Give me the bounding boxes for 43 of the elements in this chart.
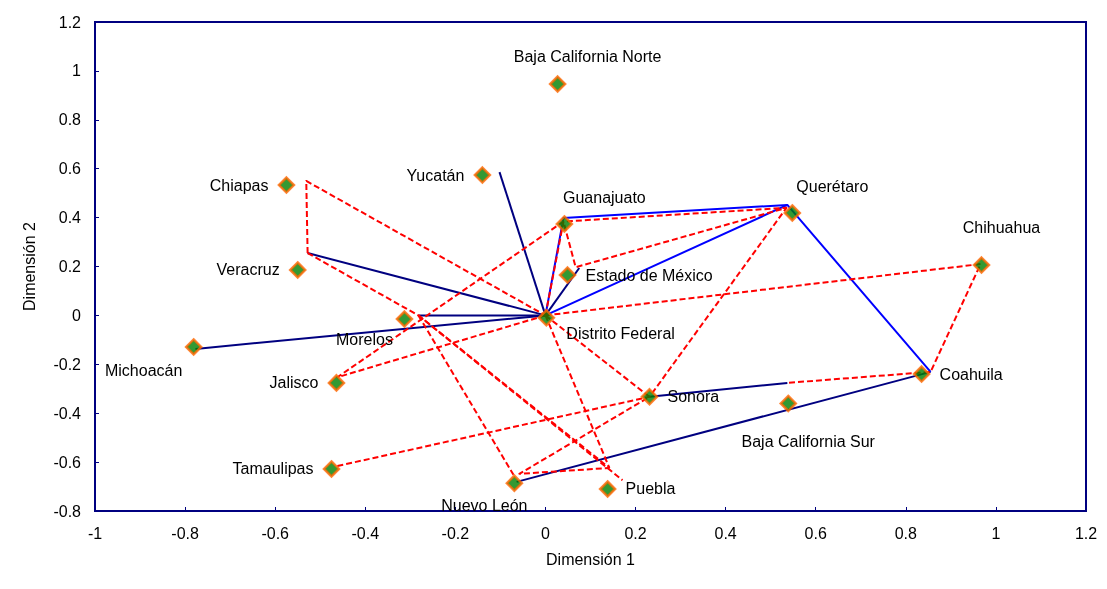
annotation: Distrito Federal bbox=[566, 325, 675, 343]
y-tick-label: 0 bbox=[72, 306, 82, 324]
y-tick-label: 1.2 bbox=[58, 13, 82, 31]
y-tick-label: -0.6 bbox=[53, 453, 82, 471]
x-tick-label: 0.6 bbox=[804, 524, 827, 542]
annotation: Michoacán bbox=[104, 362, 183, 380]
annotation: Baja California Norte bbox=[513, 47, 662, 65]
x-axis-title: Dimensión 1 bbox=[546, 550, 636, 568]
y-tick-label: -0.8 bbox=[53, 502, 82, 520]
y-tick-label: 0.4 bbox=[58, 209, 82, 227]
y-tick-label: -0.4 bbox=[53, 404, 82, 422]
annotation: Coahuila bbox=[939, 365, 1003, 383]
x-tick-label: -1 bbox=[87, 524, 103, 542]
annotation: Guanajuato bbox=[563, 189, 646, 207]
annotation: Chiapas bbox=[209, 176, 269, 194]
x-tick-label: 0.8 bbox=[894, 524, 918, 542]
y-tick-label: 1 bbox=[72, 62, 82, 80]
x-tick-label: 1 bbox=[991, 524, 1001, 542]
x-tick-label: -0.8 bbox=[171, 524, 199, 542]
y-axis-title: Dimensión 2 bbox=[20, 221, 38, 311]
annotation: Veracruz bbox=[216, 261, 280, 279]
x-tick-label: -0.2 bbox=[441, 524, 470, 542]
annotation: Morelos bbox=[336, 330, 393, 348]
annotation: Baja California Sur bbox=[741, 432, 876, 450]
annotation: Puebla bbox=[625, 480, 676, 498]
annotation: Jalisco bbox=[269, 374, 319, 392]
annotation: Yucatán bbox=[406, 166, 465, 184]
annotation: Chihuahua bbox=[962, 218, 1041, 236]
x-tick-label: -0.6 bbox=[261, 524, 290, 542]
x-tick-label: 1.2 bbox=[1074, 524, 1098, 542]
y-tick-label: 0.8 bbox=[58, 111, 82, 129]
y-tick-label: 0.2 bbox=[58, 258, 82, 275]
x-tick-label: 0 bbox=[541, 524, 550, 542]
y-tick-label: -0.2 bbox=[53, 355, 82, 373]
annotation: Querétaro bbox=[796, 178, 869, 196]
annotation: Tamaulipas bbox=[232, 460, 314, 478]
annotation: Estado de México bbox=[585, 266, 713, 284]
x-tick-label: 0.2 bbox=[624, 524, 647, 542]
annotation: Sonora bbox=[667, 388, 720, 406]
x-tick-label: 0.4 bbox=[714, 524, 737, 542]
y-tick-label: 0.6 bbox=[58, 160, 82, 178]
annotation: Nuevo León bbox=[441, 496, 528, 514]
x-tick-label: -0.4 bbox=[351, 524, 380, 542]
